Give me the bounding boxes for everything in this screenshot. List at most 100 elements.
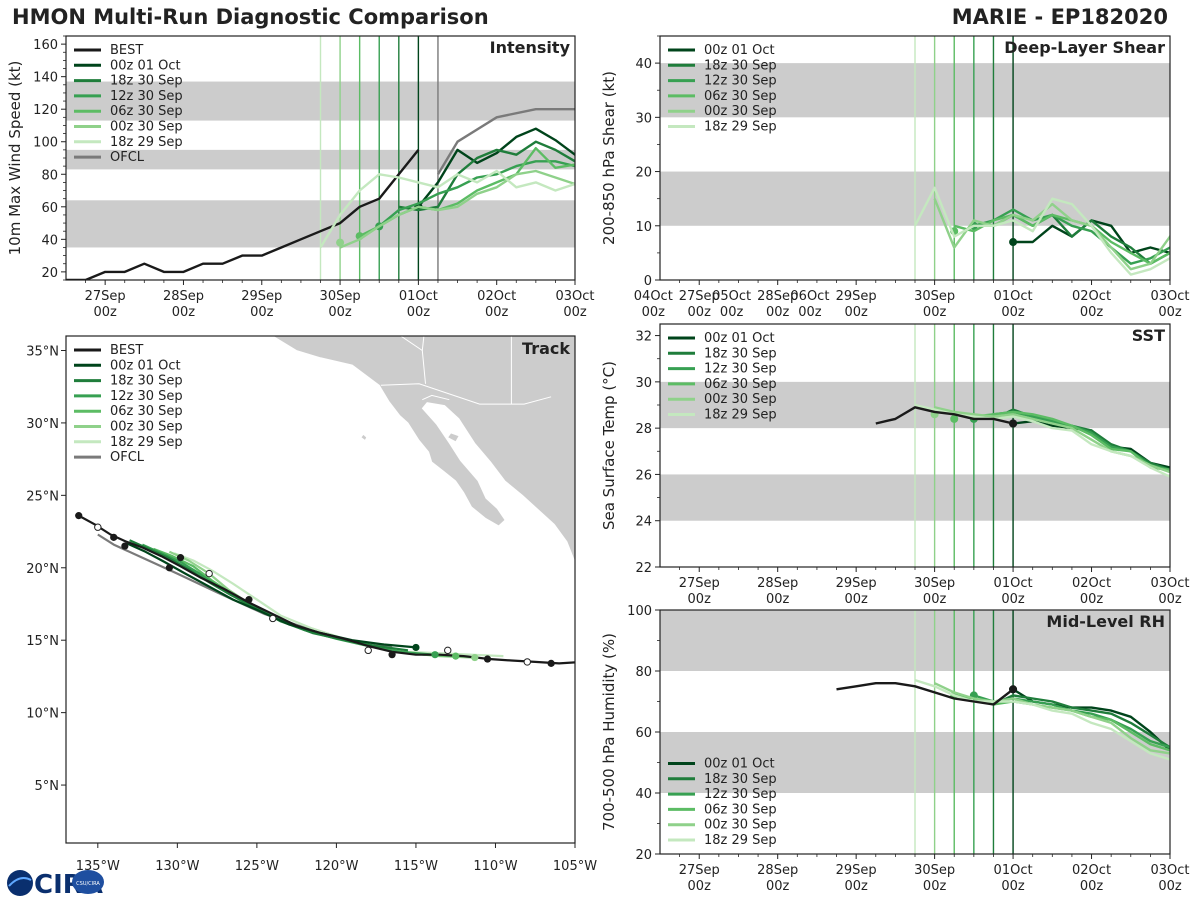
cira-globe-icon (7, 870, 33, 896)
legend-label: 00z 30 Sep (110, 120, 183, 135)
series-line (992, 213, 1170, 265)
x-tick-label: 01Oct (994, 576, 1033, 591)
x-tick-label: 28Sep (757, 576, 798, 591)
track-open-dot (523, 658, 531, 666)
panel-title: Track (522, 339, 570, 358)
series-line (436, 107, 575, 175)
x-tick-label: 00z (1158, 879, 1182, 894)
y-tick-label: 120 (33, 103, 58, 118)
legend-label: 00z 30 Sep (110, 420, 183, 435)
x-tick-label: 00z (1080, 305, 1104, 320)
y-tick-label: 15°N (26, 634, 59, 649)
y-tick-label: 20 (41, 266, 58, 281)
x-tick-label: 28Sep (163, 289, 204, 304)
y-tick-label: 25°N (26, 489, 59, 504)
y-tick-label: 10 (635, 220, 652, 235)
cira-emblem-icon (72, 870, 104, 894)
track-open-dot (364, 646, 372, 655)
x-tick-label: 02Oct (1072, 289, 1111, 304)
track-dot (431, 651, 439, 659)
x-tick-label: 01Oct (994, 289, 1033, 304)
x-tick-label: 00z (766, 879, 790, 894)
track-open-dot (269, 614, 277, 623)
x-tick-label: 00z (844, 305, 868, 320)
legend-label: BEST (110, 343, 143, 358)
series-marker (1009, 238, 1018, 247)
panel-intensity: 2040608010012014016027Sep00z28Sep00z29Se… (6, 35, 829, 320)
legend-label: 00z 30 Sep (704, 104, 777, 119)
track-line (173, 552, 504, 658)
track-dot (579, 658, 586, 665)
y-tick-label: 0 (644, 274, 652, 289)
panel-track: 135°W 130°W 125°W 120°W 115°W 110°W 105°W5°N10… (26, 335, 597, 874)
x-tick-label: 00z (172, 305, 196, 320)
x-tick-label: 00z (407, 305, 431, 320)
x-tick-label: 00z (642, 305, 666, 320)
x-tick-label: 30Sep (914, 863, 955, 878)
track-line (153, 547, 456, 658)
x-tick-label: 00z (844, 592, 868, 607)
legend-label: 06z 30 Sep (110, 104, 183, 119)
figure-title-right: MARIE - EP182020 (952, 5, 1168, 29)
panel-rh: 2040608010027Sep00z28Sep00z29Sep00z30Sep… (600, 604, 1190, 894)
x-tick-label: 03Oct (555, 289, 594, 304)
cira-emblem-text: CSU/CIRA (76, 881, 100, 887)
y-tick-label: 60 (635, 726, 652, 741)
series-line (836, 682, 1014, 706)
legend-label: 18z 30 Sep (704, 772, 777, 787)
x-tick-label: 00z (766, 592, 790, 607)
series-marker (950, 414, 959, 423)
y-tick-label: 100 (33, 136, 58, 151)
x-tick-label: 30Sep (914, 576, 955, 591)
y-tick-label: 26 (635, 468, 652, 483)
plot-area (66, 36, 575, 280)
border-line (380, 383, 552, 405)
legend-label: 00z 30 Sep (704, 392, 777, 407)
series-line (913, 186, 1170, 276)
panel-title: SST (1132, 326, 1165, 345)
x-tick-label: 02Oct (1072, 576, 1111, 591)
series-line (973, 694, 1170, 749)
x-tick-label: 05Oct (712, 289, 751, 304)
y-tick-label: 20 (635, 848, 652, 863)
legend-label: 12z 30 Sep (704, 362, 777, 377)
plot-area (660, 36, 1170, 280)
panel-title: Deep-Layer Shear (1004, 38, 1165, 57)
x-tick-label: 02Oct (477, 289, 516, 304)
x-tick-label: 00z (1080, 592, 1104, 607)
border-line (421, 336, 425, 351)
track-dot (547, 659, 555, 667)
y-tick-label: 160 (33, 38, 58, 53)
y-tick-label: 30 (635, 111, 652, 126)
legend-label: 12z 30 Sep (110, 89, 183, 104)
x-tick-label: 03Oct (1150, 576, 1189, 591)
x-tick-label: 27Sep (679, 289, 720, 304)
legend-label: 12z 30 Sep (704, 74, 777, 89)
y-tick-label: 80 (635, 665, 652, 680)
x-tick-label: 00z (1158, 592, 1182, 607)
x-tick-label: 00z (250, 305, 274, 320)
y-tick-label: 40 (635, 57, 652, 72)
x-tick-label: 00z (563, 305, 587, 320)
y-tick-label: 40 (635, 787, 652, 802)
series-line (339, 169, 575, 249)
x-tick-label: 00z (844, 879, 868, 894)
legend-label: 18z 29 Sep (704, 408, 777, 423)
legend-label: 18z 29 Sep (110, 435, 183, 450)
series-marker (1009, 685, 1018, 694)
x-tick-label: 06Oct (790, 289, 829, 304)
y-tick-label: 140 (33, 71, 58, 86)
x-tick-label: 130°W (155, 859, 199, 874)
x-tick-label: 00z (688, 592, 712, 607)
x-tick-label: 01Oct (399, 289, 438, 304)
series-line (992, 694, 1170, 749)
series-line (973, 410, 1170, 472)
y-tick-label: 80 (41, 168, 58, 183)
x-tick-label: 00z (1001, 592, 1025, 607)
x-tick-label: 00z (766, 305, 790, 320)
x-tick-label: 01Oct (994, 863, 1033, 878)
series-line (875, 406, 1014, 425)
